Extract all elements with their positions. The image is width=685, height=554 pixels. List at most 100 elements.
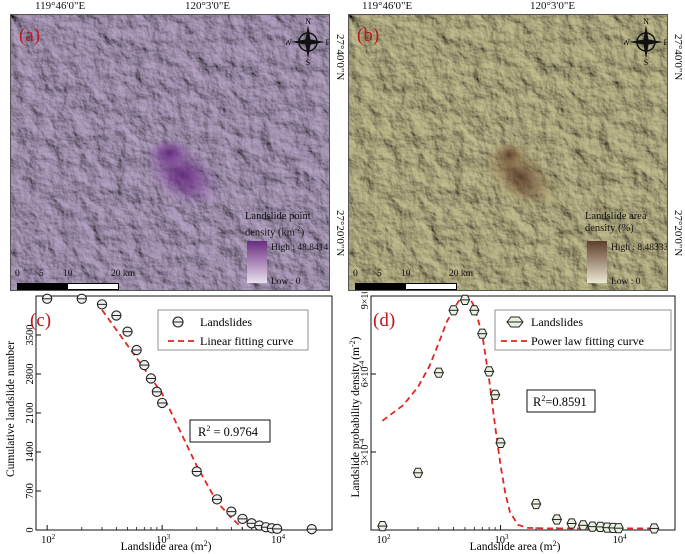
legend-title: Landslide point density (km-2) [245, 211, 311, 240]
r-squared-box: R2=0.8591 [526, 389, 596, 413]
compass-e: E [326, 38, 330, 47]
scale-tick: 10 [401, 269, 411, 279]
legend-low: Low : 0 [611, 277, 641, 287]
panel-label: (c) [30, 310, 51, 331]
y-tick-label: 6×10-4 [358, 360, 371, 387]
r-squared-box: R2 = 0.9764 [189, 419, 271, 443]
cumulative-number-chart: Cumulative landslide number 0 700 1400 2100… [5, 293, 333, 553]
x-tick-label: 102 [41, 533, 56, 546]
compass-icon: N S W E [624, 17, 667, 65]
data-point [191, 466, 202, 477]
legend-title-line2: density (km [245, 227, 295, 239]
panel-label: (b) [357, 25, 380, 46]
compass-n: N [305, 17, 311, 26]
chart-legend: Landslides Linear fitting curve [157, 309, 309, 351]
scale-tick: 5 [377, 269, 382, 279]
data-point [41, 293, 53, 304]
map-raster [11, 15, 329, 290]
scale-tick: 20 km [449, 269, 474, 279]
longitude-label: 120°3'0"E [530, 0, 576, 12]
x-tick-label: 102 [376, 533, 391, 546]
legend-label: Landslides [531, 315, 583, 329]
data-point [469, 305, 480, 316]
legend-high: High : 8.48333 [611, 243, 668, 253]
compass-w: W [624, 38, 630, 47]
x-tick-label: 103 [156, 533, 171, 546]
legend-title-line1: Landslide point [245, 211, 311, 222]
longitude-label: 119°46'0"E [35, 0, 86, 12]
y-tick-label: 1400 [25, 442, 36, 463]
latitude-label: 27°20'0"N [334, 210, 346, 257]
data-point [448, 305, 459, 316]
legend-label: Landslides [200, 315, 252, 329]
legend-color-ramp [247, 241, 267, 283]
y-tick-label: 2100 [25, 403, 36, 424]
y-tick-label: 0 [25, 527, 36, 532]
latitude-label: 27°20'0"N [672, 210, 684, 257]
svg-text:R2=0.8591: R2=0.8591 [533, 394, 587, 409]
landslide-point-density-map: (a) N S W E Landslide point density (km-… [10, 14, 330, 291]
data-point [459, 294, 471, 305]
panel-label: (d) [373, 310, 395, 331]
latitude-label: 27°40'0"N [672, 34, 684, 81]
legend-label: Power law fitting curve [531, 334, 644, 348]
fit-line-group [381, 296, 655, 530]
data-point [139, 359, 150, 371]
data-point [111, 310, 122, 321]
data-point [489, 389, 501, 400]
density-hotspot [147, 137, 191, 169]
data-point [477, 328, 488, 339]
scale-tick: 0 [353, 269, 358, 279]
data-point [156, 397, 168, 409]
compass-icon: N S W E [286, 17, 330, 65]
data-point [495, 437, 506, 448]
compass-s: S [644, 58, 648, 65]
data-point [377, 521, 388, 532]
plot-area [370, 295, 676, 531]
y-tick-label: 3500 [25, 325, 36, 346]
data-point [211, 494, 223, 505]
data-point [412, 467, 424, 478]
legend-label: Linear fitting curve [200, 334, 293, 348]
data-point [433, 367, 444, 378]
fit-line [381, 296, 655, 530]
x-axis-label: Landslide area (m2) [121, 539, 212, 553]
data-point [551, 514, 563, 525]
longitude-label: 120°3'0"E [185, 0, 231, 12]
data-point [122, 326, 133, 337]
density-hotspot [491, 141, 527, 169]
data-point [613, 523, 624, 534]
x-axis-label: Landslide area (m2) [470, 539, 561, 553]
legend-title-sup: -2 [294, 225, 301, 233]
y-tick-label: 2800 [25, 364, 36, 385]
data-point [237, 513, 248, 525]
y-axis-label: Landslide probability density (m-2) [348, 336, 362, 497]
compass-n: N [643, 17, 649, 26]
scale-tick: 0 [15, 269, 20, 279]
data-point [131, 344, 142, 356]
data-point [96, 299, 108, 310]
data-point [76, 293, 87, 304]
x-tick-label: 104 [613, 533, 628, 546]
compass-w: W [286, 38, 292, 47]
map-raster [349, 15, 667, 290]
data-point [577, 520, 589, 531]
data-point [566, 518, 577, 529]
compass-s: S [306, 58, 310, 65]
data-point [151, 386, 163, 397]
data-point [226, 506, 237, 517]
legend-title: Landslide area density (%) [585, 211, 647, 235]
y-axis-label: Cumulative landslide number [5, 341, 17, 477]
legend-title-line1: Landslide area [585, 211, 647, 222]
y-ticks: 0 700 1400 2100 2800 3500 [25, 325, 41, 533]
legend-low: Low : 0 [271, 277, 301, 287]
probability-density-chart: Landslide probability density (m-2) 3×10… [348, 292, 676, 553]
x-tick-label: 103 [495, 533, 510, 546]
scale-tick: 10 [63, 269, 73, 279]
y-ticks: 3×10-4 6×10-4 9×10-4 [358, 292, 376, 465]
legend-title-end: ) [300, 227, 305, 239]
scale-tick: 20 km [111, 269, 136, 279]
latitude-label: 27°40'0"N [334, 34, 346, 81]
data-point [595, 521, 606, 532]
y-tick-label: 9×10-4 [358, 292, 371, 309]
